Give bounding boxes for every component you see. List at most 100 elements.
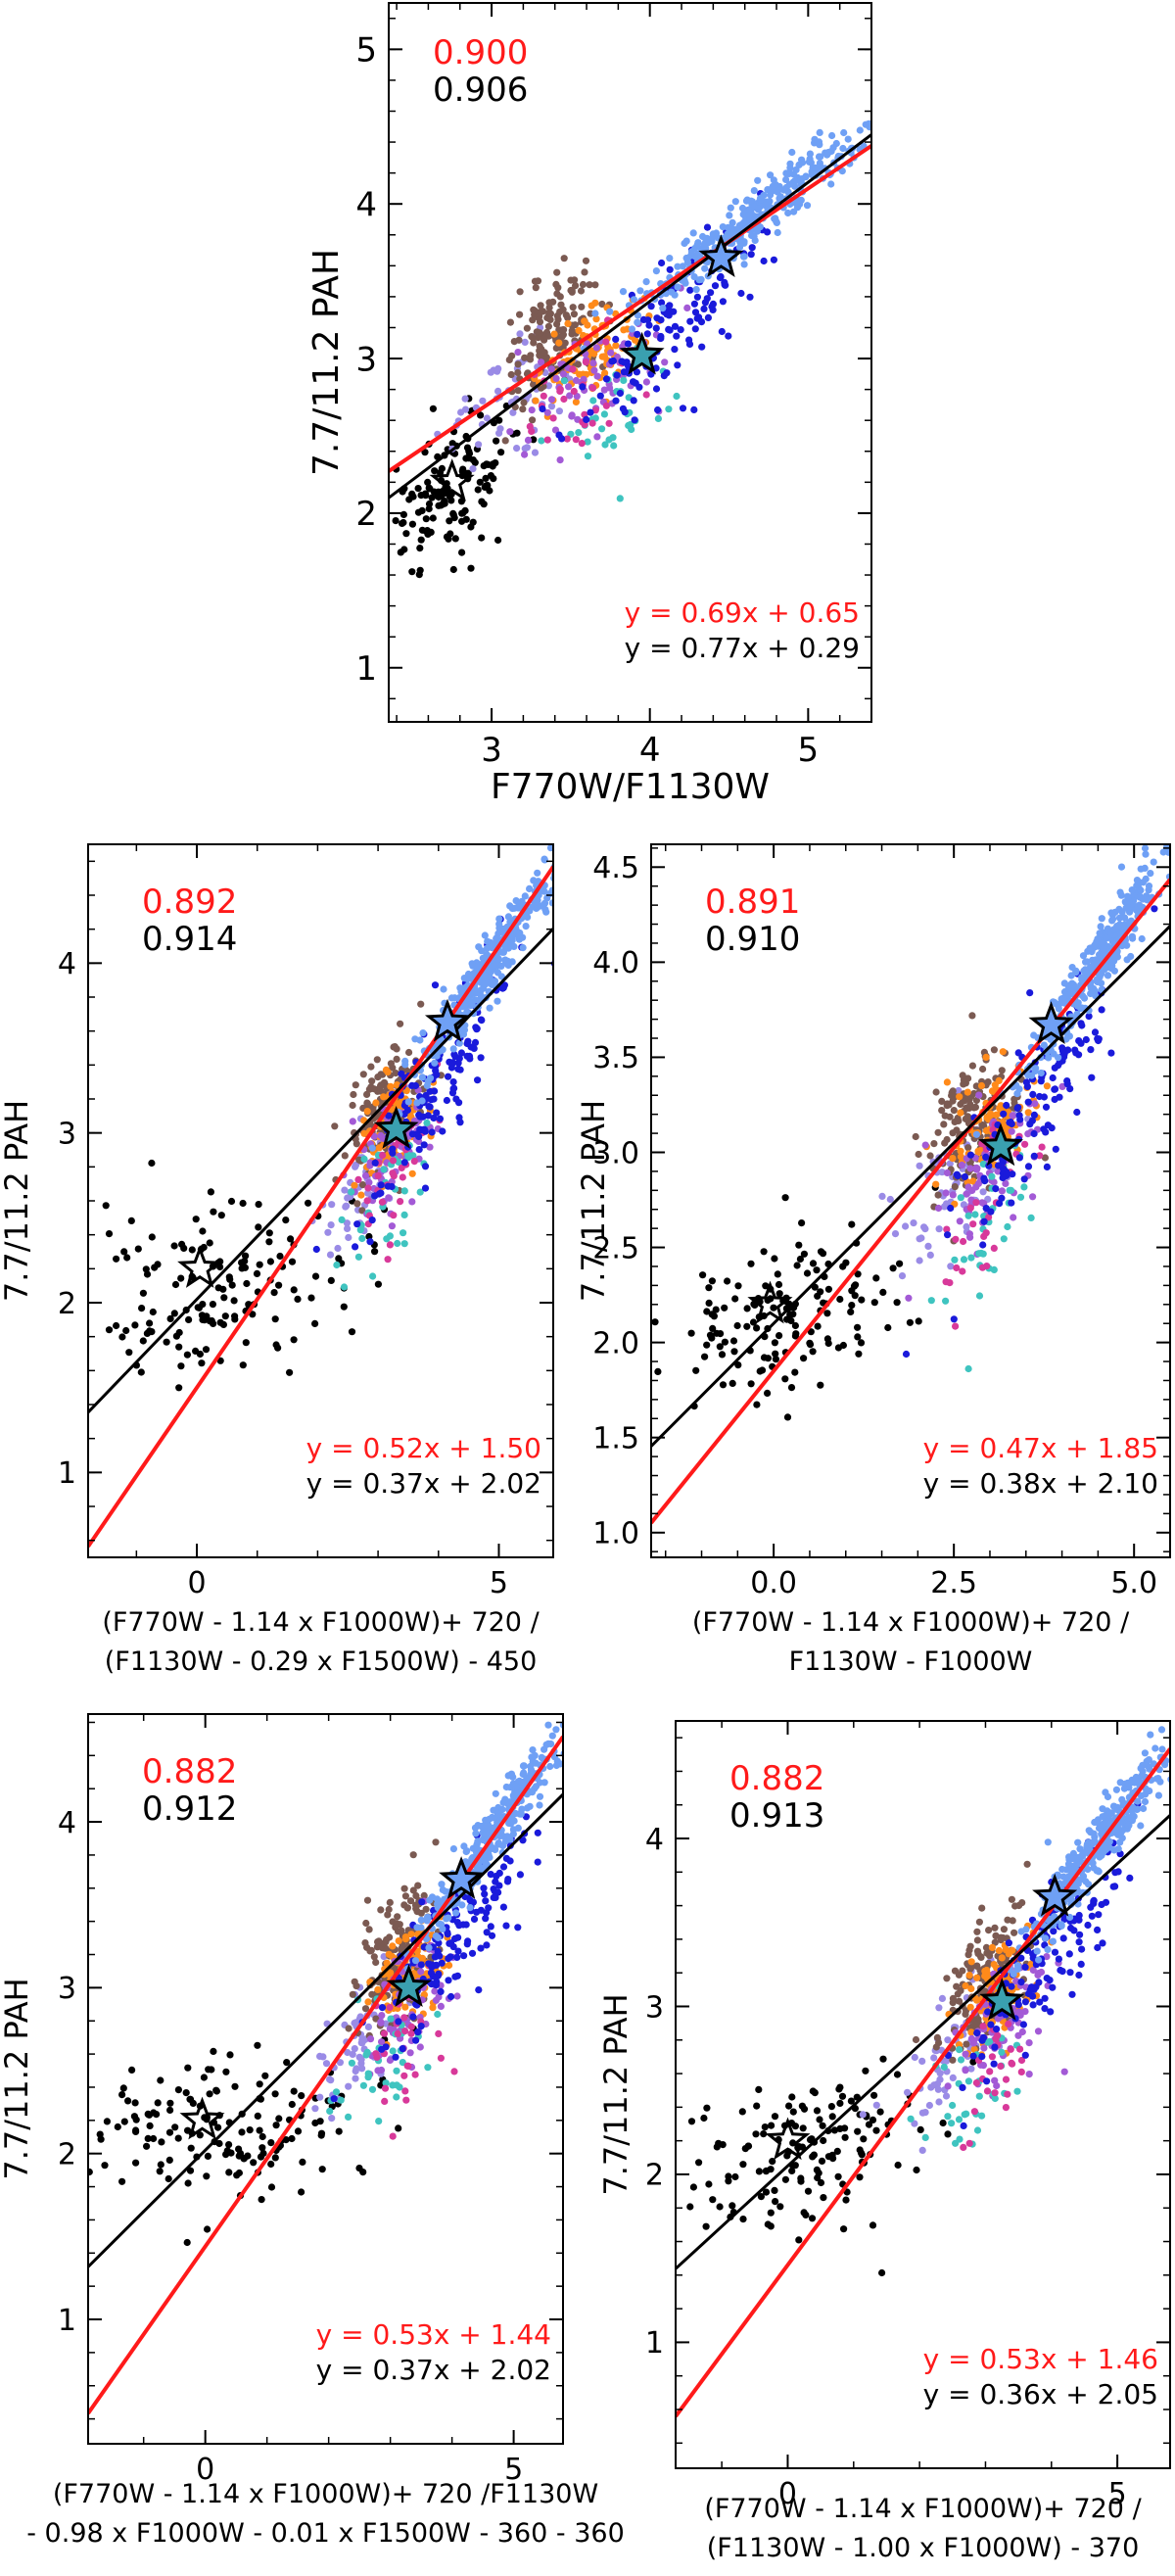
scatter-point [1133,877,1141,884]
scatter-point [1042,1103,1051,1111]
scatter-point [624,340,633,348]
scatter-point [425,504,433,513]
scatter-point [1016,1116,1024,1123]
scatter-point [1045,1054,1053,1062]
scatter-point [433,1109,441,1117]
scatter-point [1121,914,1129,922]
scatter-point [536,1801,543,1809]
scatter-point [424,2064,432,2072]
scatter-point [495,920,503,929]
scatter-point [657,316,665,324]
scatter-point [487,472,494,480]
scatter-point [311,1272,320,1280]
scatter-point [813,1266,821,1274]
scatter-point [283,2059,291,2067]
scatter-point [469,456,477,464]
scatter-point [1030,1129,1038,1138]
scatter-point [978,1264,987,1271]
scatter-point [704,313,713,321]
scatter-point [445,1955,452,1963]
scatter-point [144,2134,152,2142]
scatter-point [413,1924,421,1932]
scatter-point [709,2196,717,2204]
scatter-point [120,1248,128,1256]
scatter-point [628,325,636,333]
scatter-point [139,1337,147,1345]
scatter-point [985,1214,993,1221]
scatter-point [739,2161,747,2169]
y-tick-label: 4.5 [592,851,639,885]
scatter-point [722,232,730,241]
scatter-point [275,2115,283,2123]
scatter-point [950,1315,958,1323]
scatter-point [340,1303,348,1311]
scatter-point [460,1952,468,1960]
scatter-point [554,284,562,292]
scatter-point [793,1262,801,1269]
scatter-point [572,376,581,385]
scatter-point [1050,1050,1058,1058]
scatter-point [955,1086,963,1095]
scatter-point [973,2126,982,2134]
scatter-point [854,2127,862,2135]
scatter-point [712,1306,720,1313]
scatter-point [305,1199,312,1207]
scatter-point [964,1088,971,1096]
scatter-point [516,929,524,937]
scatter-point [1121,923,1129,930]
scatter-point [1123,941,1131,949]
scatter-point [438,1881,446,1888]
scatter-point [955,1997,964,2005]
plot-frame [87,1713,564,2445]
scatter-point [435,1939,443,1947]
scatter-point [771,1255,778,1263]
scatter-point [791,177,799,185]
scatter-point [1142,850,1150,858]
scatter-point [986,2037,994,2045]
scatter-point [816,128,823,136]
scatter-point [389,1942,397,1950]
scatter-point [800,2105,809,2113]
scatter-point [1024,1109,1032,1117]
correlation-red: 0.892 [142,883,237,922]
scatter-point [1073,999,1081,1007]
scatter-point [1000,1926,1008,1933]
scatter-point [374,1985,382,1993]
scatter-point [385,1194,393,1202]
scatter-point [175,1384,183,1392]
scatter-point [936,2075,944,2083]
scatter-point [956,1093,964,1101]
scatter-point [366,1238,374,1246]
scatter-point [551,426,560,434]
scatter-point [970,2108,979,2116]
scatter-point [578,303,586,310]
scatter-point [1049,1073,1057,1082]
scatter-point [359,1071,367,1078]
scatter-point [411,2071,419,2078]
scatter-point [701,299,710,307]
scatter-point [869,2116,877,2123]
scatter-point [743,1322,751,1330]
scatter-point [446,530,454,538]
scatter-point [113,1255,120,1263]
scatter-point [374,1073,382,1081]
scatter-point [364,2023,372,2030]
scatter-point [915,1317,922,1325]
scatter-point [546,315,554,323]
scatter-point [911,2120,918,2127]
scatter-point [243,1279,251,1288]
scatter-point [1094,1034,1102,1043]
scatter-point [225,2141,233,2149]
scatter-point [516,310,524,318]
scatter-point [677,326,684,334]
scatter-point [748,244,756,252]
scatter-point [235,2169,243,2177]
scatter-point [1082,1035,1090,1044]
scatter-point [359,2081,367,2089]
x-axis-label: F770W/F1130W [491,767,770,807]
scatter-point [806,1339,814,1347]
scatter-point [184,2179,192,2187]
scatter-point [934,1128,942,1136]
scatter-point [587,408,594,416]
scatter-point [737,238,745,246]
